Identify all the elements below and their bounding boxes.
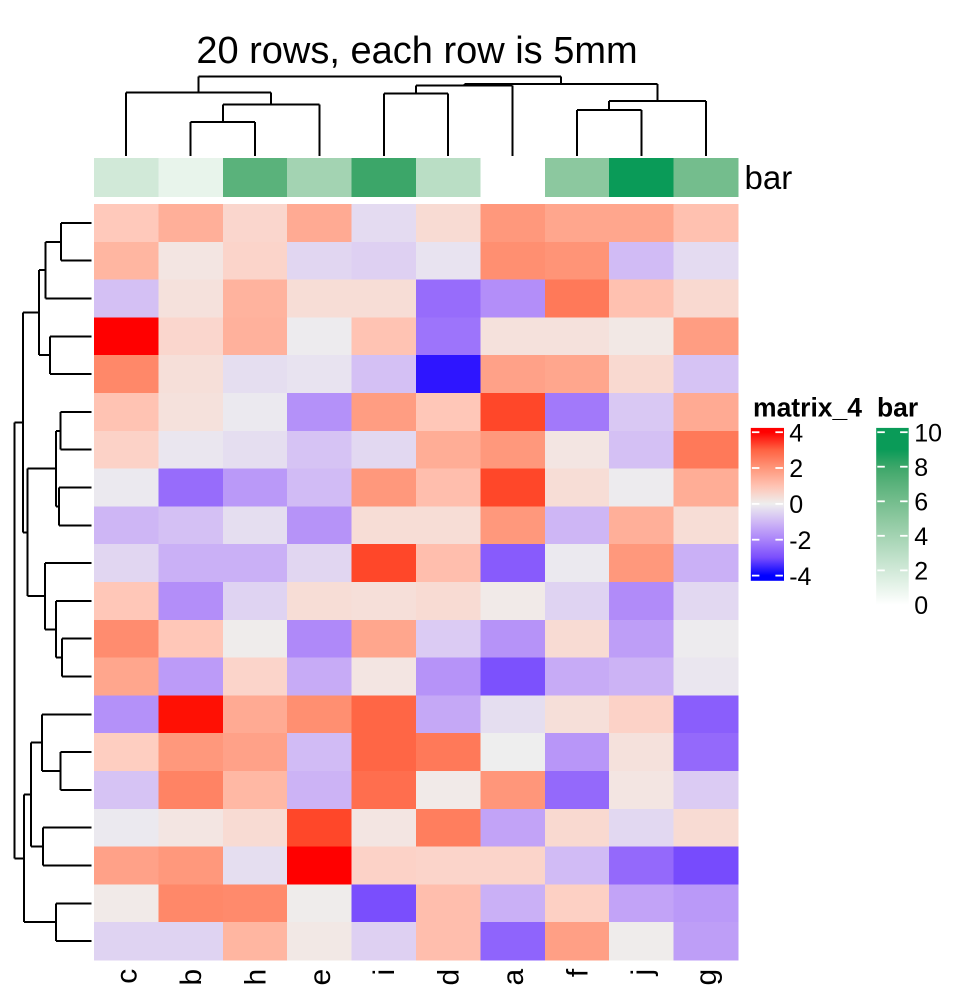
svg-text:-2: -2 [789, 527, 811, 555]
svg-text:b: b [175, 969, 208, 986]
svg-text:c: c [111, 969, 144, 984]
svg-text:-4: -4 [789, 563, 811, 591]
svg-text:d: d [433, 969, 466, 986]
svg-text:2: 2 [914, 558, 928, 586]
svg-text:j: j [626, 969, 659, 977]
svg-text:0: 0 [914, 592, 928, 620]
svg-text:20 rows, each row is 5mm: 20 rows, each row is 5mm [196, 30, 637, 72]
svg-text:f: f [561, 968, 594, 977]
svg-text:g: g [690, 969, 723, 986]
svg-text:a: a [497, 968, 530, 985]
svg-text:4: 4 [914, 523, 928, 551]
svg-text:0: 0 [789, 491, 803, 519]
svg-text:4: 4 [789, 419, 803, 447]
svg-text:6: 6 [914, 489, 928, 517]
svg-text:8: 8 [914, 454, 928, 482]
svg-text:2: 2 [789, 455, 803, 483]
svg-text:matrix_4: matrix_4 [753, 393, 862, 423]
svg-text:10: 10 [914, 419, 942, 447]
svg-text:h: h [239, 969, 272, 986]
svg-text:e: e [304, 969, 337, 986]
svg-text:i: i [368, 969, 401, 976]
svg-text:bar: bar [745, 159, 793, 196]
svg-text:bar: bar [877, 393, 918, 423]
